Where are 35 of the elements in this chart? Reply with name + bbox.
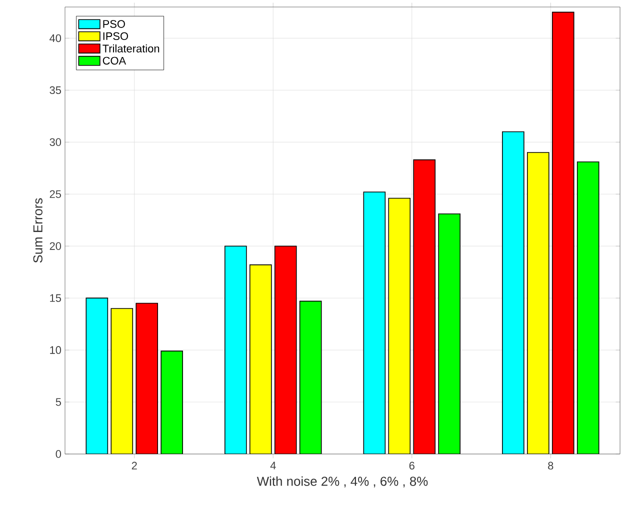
bar bbox=[502, 131, 524, 454]
y-tick-label: 35 bbox=[50, 86, 62, 94]
bar bbox=[86, 298, 108, 454]
bar bbox=[110, 308, 134, 454]
x-tick-label: 8 bbox=[548, 462, 554, 470]
x-tick-label: 6 bbox=[409, 462, 414, 470]
y-tick-label: 5 bbox=[56, 398, 62, 406]
x-tick-label: 2 bbox=[132, 462, 137, 470]
y-tick-label: 0 bbox=[56, 450, 62, 458]
bar bbox=[438, 213, 460, 454]
y-tick-label: 10 bbox=[50, 346, 62, 354]
x-axis-title: With noise 2% , 4% , 6% , 8% bbox=[256, 476, 428, 488]
y-tick-label: 25 bbox=[50, 190, 62, 198]
y-tick-label: 30 bbox=[50, 138, 62, 146]
x-tick-label: 4 bbox=[270, 462, 276, 470]
bar bbox=[299, 300, 322, 454]
y-tick-label: 15 bbox=[50, 294, 62, 302]
legend-label: PSO bbox=[103, 20, 125, 28]
bar bbox=[274, 246, 297, 454]
bar bbox=[363, 192, 386, 454]
bar bbox=[249, 264, 272, 454]
y-tick-label: 20 bbox=[50, 242, 62, 250]
bar bbox=[160, 350, 183, 454]
legend-label: IPSO bbox=[103, 32, 128, 40]
bar bbox=[224, 246, 247, 454]
bar bbox=[388, 198, 411, 454]
bar bbox=[136, 302, 158, 454]
bar bbox=[552, 12, 574, 454]
bar bbox=[413, 159, 436, 454]
bar bbox=[576, 161, 600, 454]
y-tick-label: 40 bbox=[50, 34, 62, 42]
y-axis-title: Sum Errors bbox=[33, 198, 42, 263]
legend-label: Trilateration bbox=[102, 44, 160, 52]
legend-label: COA bbox=[102, 56, 126, 65]
bar bbox=[526, 152, 550, 454]
